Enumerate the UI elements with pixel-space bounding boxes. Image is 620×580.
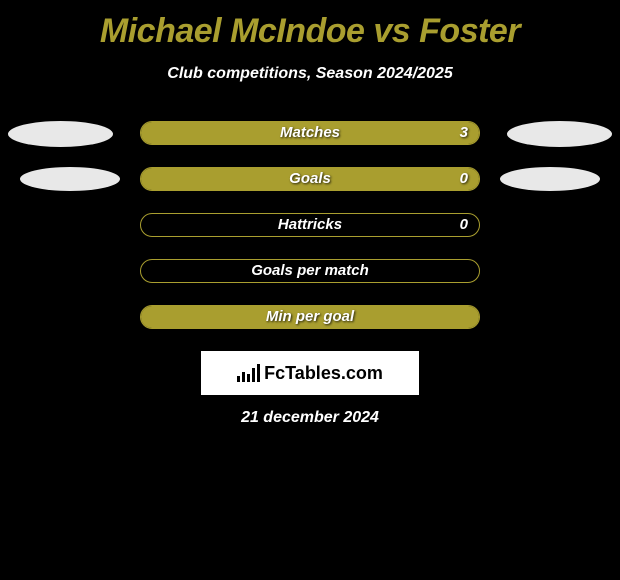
bar-track <box>140 167 480 191</box>
stat-row-goals-per-match: Goals per match <box>0 259 620 283</box>
comparison-chart: Matches 3 Goals 0 Hattricks 0 Goals per … <box>0 121 620 329</box>
stat-row-min-per-goal: Min per goal <box>0 305 620 329</box>
logo-label: FcTables.com <box>264 363 383 384</box>
page-title: Michael McIndoe vs Foster <box>0 0 620 51</box>
bar-fill <box>141 306 479 328</box>
logo-box: FcTables.com <box>201 351 419 395</box>
bar-track <box>140 121 480 145</box>
subtitle: Club competitions, Season 2024/2025 <box>0 65 620 83</box>
stat-row-goals: Goals 0 <box>0 167 620 191</box>
bar-fill <box>141 122 479 144</box>
stat-row-matches: Matches 3 <box>0 121 620 145</box>
bar-track <box>140 259 480 283</box>
bar-fill <box>141 168 479 190</box>
bar-chart-icon <box>237 364 260 382</box>
bar-track <box>140 213 480 237</box>
site-logo: FcTables.com <box>237 363 383 384</box>
date-label: 21 december 2024 <box>0 409 620 427</box>
bar-track <box>140 305 480 329</box>
stat-row-hattricks: Hattricks 0 <box>0 213 620 237</box>
